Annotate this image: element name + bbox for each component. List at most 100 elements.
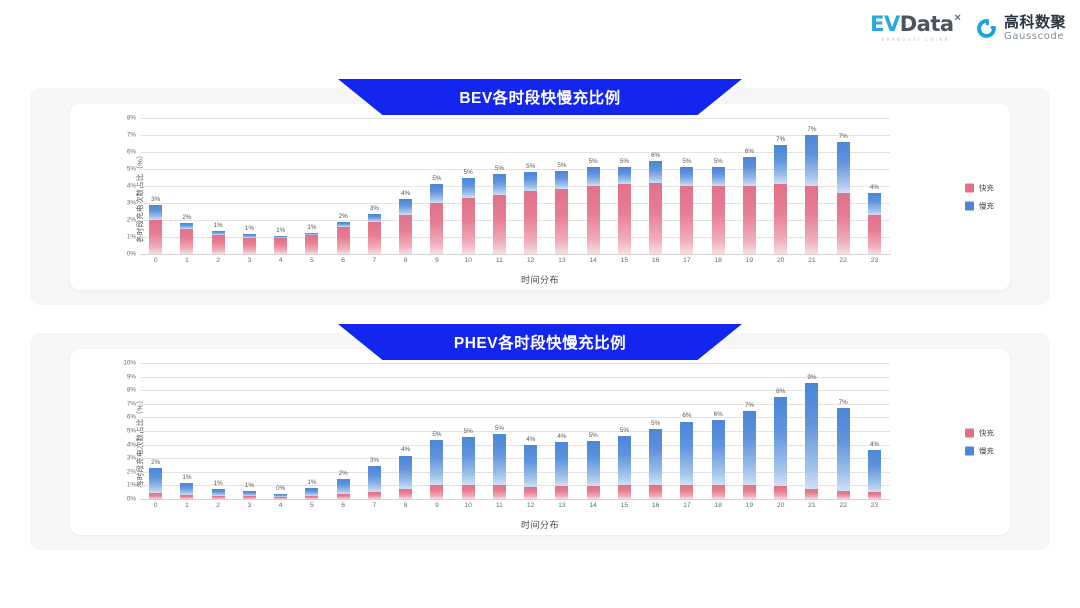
bar-group[interactable]: 4% <box>859 118 890 254</box>
stacked-bar[interactable]: 7% <box>742 402 756 499</box>
stacked-bar[interactable]: 2% <box>336 213 350 254</box>
stacked-bar[interactable]: 7% <box>774 136 788 254</box>
bar-group[interactable]: 5% <box>609 118 640 254</box>
stacked-bar[interactable]: 3% <box>367 457 381 499</box>
bar-group[interactable]: 5% <box>609 363 640 499</box>
bar-group[interactable]: 5% <box>484 363 515 499</box>
bar-group[interactable]: 4% <box>390 118 421 254</box>
bar-group[interactable]: 6% <box>640 118 671 254</box>
bar-group[interactable]: 4% <box>390 363 421 499</box>
bar-group[interactable]: 5% <box>703 118 734 254</box>
bar-group[interactable]: 7% <box>828 118 859 254</box>
bar-group[interactable]: 1% <box>234 363 265 499</box>
stacked-bar[interactable]: 2% <box>149 459 163 499</box>
bar-group[interactable]: 2% <box>328 363 359 499</box>
stacked-bar[interactable]: 1% <box>211 222 225 254</box>
stacked-bar[interactable]: 6% <box>742 148 756 254</box>
bar-group[interactable]: 7% <box>828 363 859 499</box>
bar-group[interactable]: 2% <box>140 363 171 499</box>
stacked-bar[interactable]: 2% <box>336 470 350 499</box>
legend-item-slow-charge[interactable]: 慢充 <box>965 446 994 457</box>
stacked-bar[interactable]: 5% <box>711 158 725 254</box>
bar-group[interactable]: 5% <box>546 118 577 254</box>
bar-group[interactable]: 1% <box>203 363 234 499</box>
stacked-bar[interactable]: 5% <box>586 158 600 254</box>
bar-group[interactable]: 4% <box>546 363 577 499</box>
bar-group[interactable]: 1% <box>234 118 265 254</box>
stacked-bar[interactable]: 5% <box>617 158 631 254</box>
stacked-bar[interactable]: 4% <box>399 190 413 254</box>
bar-group[interactable]: 1% <box>203 118 234 254</box>
stacked-bar[interactable]: 8% <box>774 388 788 499</box>
stacked-bar[interactable]: 5% <box>492 425 506 499</box>
bar-group[interactable]: 5% <box>453 363 484 499</box>
stacked-bar[interactable]: 5% <box>461 169 475 254</box>
bar-group[interactable]: 3% <box>359 118 390 254</box>
stacked-bar[interactable]: 4% <box>399 446 413 499</box>
bar-group[interactable]: 2% <box>171 118 202 254</box>
bar-group[interactable]: 1% <box>296 363 327 499</box>
stacked-bar[interactable]: 5% <box>461 428 475 499</box>
bar-group[interactable]: 2% <box>328 118 359 254</box>
stacked-bar[interactable]: 7% <box>836 133 850 254</box>
bar-group[interactable]: 5% <box>578 118 609 254</box>
bar-group[interactable]: 6% <box>734 118 765 254</box>
bar-group[interactable]: 6% <box>671 363 702 499</box>
stacked-bar[interactable]: 1% <box>305 479 319 499</box>
bar-group[interactable]: 6% <box>703 363 734 499</box>
stacked-bar[interactable]: 2% <box>180 214 194 254</box>
bar-group[interactable]: 5% <box>421 363 452 499</box>
stacked-bar[interactable]: 1% <box>274 227 288 254</box>
stacked-bar[interactable]: 4% <box>555 433 569 499</box>
bar-group[interactable]: 1% <box>171 363 202 499</box>
stacked-bar[interactable]: 1% <box>242 482 256 499</box>
stacked-bar[interactable]: 1% <box>211 480 225 499</box>
bar-group[interactable]: 5% <box>578 363 609 499</box>
stacked-bar[interactable]: 6% <box>680 412 694 499</box>
stacked-bar[interactable]: 3% <box>367 205 381 254</box>
bar-group[interactable]: 4% <box>859 363 890 499</box>
stacked-bar[interactable]: 5% <box>492 165 506 254</box>
bar-group[interactable]: 0% <box>265 363 296 499</box>
bar-group[interactable]: 3% <box>359 363 390 499</box>
stacked-bar[interactable]: 6% <box>649 152 663 254</box>
stacked-bar[interactable]: 4% <box>867 184 881 254</box>
stacked-bar[interactable]: 5% <box>524 163 538 254</box>
stacked-bar[interactable]: 3% <box>149 196 163 254</box>
bar-group[interactable]: 5% <box>421 118 452 254</box>
stacked-bar[interactable]: 5% <box>555 162 569 254</box>
stacked-bar[interactable]: 4% <box>867 441 881 499</box>
stacked-bar[interactable]: 7% <box>805 126 819 254</box>
stacked-bar[interactable]: 1% <box>242 225 256 254</box>
bar-group[interactable]: 1% <box>265 118 296 254</box>
stacked-bar[interactable]: 9% <box>805 374 819 499</box>
bar-group[interactable]: 8% <box>765 363 796 499</box>
stacked-bar[interactable]: 1% <box>305 224 319 254</box>
bar-group[interactable]: 5% <box>671 118 702 254</box>
bar-group[interactable]: 5% <box>515 118 546 254</box>
stacked-bar[interactable]: 4% <box>524 436 538 499</box>
legend-item-slow-charge[interactable]: 慢充 <box>965 201 994 212</box>
stacked-bar[interactable]: 5% <box>617 427 631 499</box>
bar-group[interactable]: 5% <box>484 118 515 254</box>
bar-group[interactable]: 4% <box>515 363 546 499</box>
stacked-bar[interactable]: 0% <box>274 485 288 499</box>
stacked-bar[interactable]: 5% <box>586 432 600 499</box>
bar-group[interactable]: 7% <box>765 118 796 254</box>
stacked-bar[interactable]: 5% <box>680 158 694 254</box>
legend-item-fast-charge[interactable]: 快充 <box>965 428 994 439</box>
bar-group[interactable]: 5% <box>453 118 484 254</box>
stacked-bar[interactable]: 5% <box>430 175 444 254</box>
bar-group[interactable]: 7% <box>734 363 765 499</box>
bar-group[interactable]: 3% <box>140 118 171 254</box>
stacked-bar[interactable]: 6% <box>711 411 725 499</box>
stacked-bar[interactable]: 5% <box>430 431 444 499</box>
bar-group[interactable]: 5% <box>640 363 671 499</box>
bar-group[interactable]: 7% <box>796 118 827 254</box>
bar-group[interactable]: 1% <box>296 118 327 254</box>
legend-item-fast-charge[interactable]: 快充 <box>965 183 994 194</box>
stacked-bar[interactable]: 1% <box>180 474 194 499</box>
bar-group[interactable]: 9% <box>796 363 827 499</box>
stacked-bar[interactable]: 5% <box>649 420 663 499</box>
stacked-bar[interactable]: 7% <box>836 399 850 499</box>
